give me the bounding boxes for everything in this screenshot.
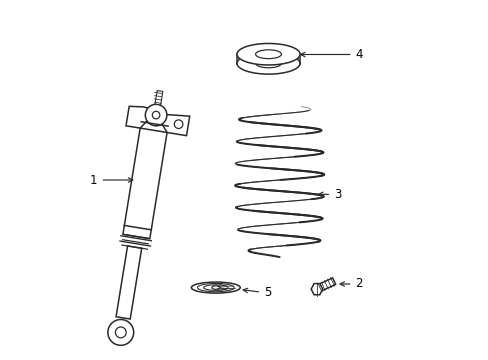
Ellipse shape: [211, 286, 219, 289]
Ellipse shape: [237, 44, 300, 65]
Circle shape: [152, 111, 160, 119]
Circle shape: [174, 120, 183, 129]
Ellipse shape: [237, 53, 300, 74]
Polygon shape: [310, 284, 322, 295]
Polygon shape: [122, 128, 167, 239]
Polygon shape: [116, 246, 142, 319]
Text: 5: 5: [243, 287, 271, 300]
Polygon shape: [313, 278, 335, 293]
Text: 3: 3: [318, 188, 341, 201]
Polygon shape: [155, 91, 163, 105]
Ellipse shape: [255, 59, 281, 68]
Polygon shape: [156, 114, 189, 136]
Text: 2: 2: [339, 278, 362, 291]
Ellipse shape: [255, 50, 281, 59]
Text: 4: 4: [300, 48, 362, 61]
Ellipse shape: [191, 282, 240, 293]
Text: 1: 1: [90, 174, 133, 186]
Polygon shape: [126, 106, 157, 128]
Circle shape: [115, 327, 126, 338]
Circle shape: [108, 319, 133, 345]
Circle shape: [145, 104, 166, 126]
